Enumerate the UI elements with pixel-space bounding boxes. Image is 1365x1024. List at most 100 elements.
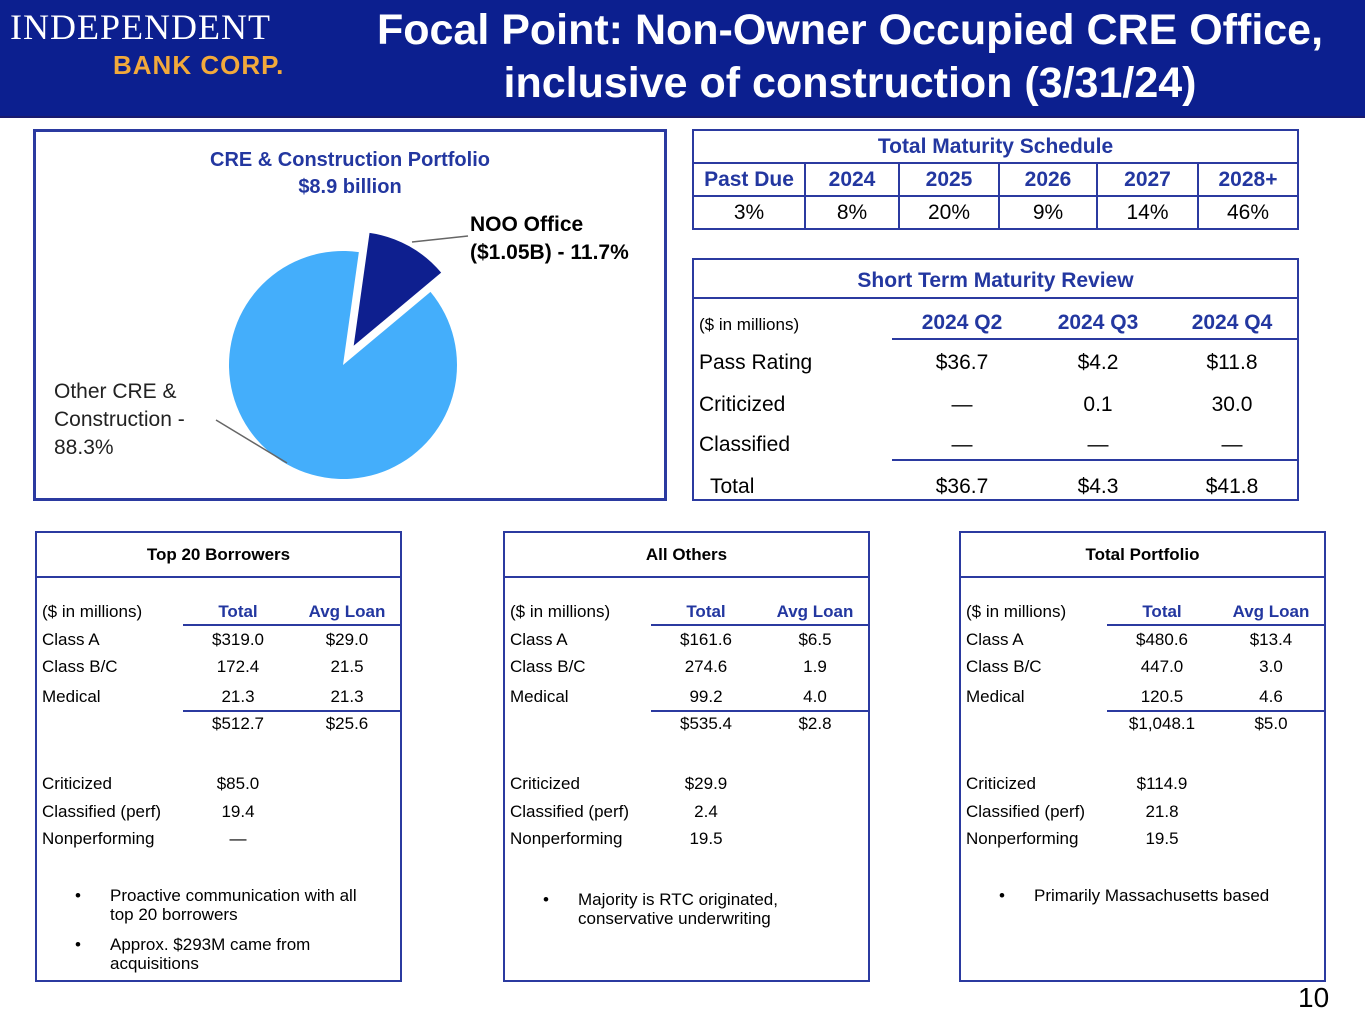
all-others-panel: All Others ($ in millions) Total Avg Loan Cl… xyxy=(503,531,870,982)
short-term-cell: $36.7 xyxy=(935,475,989,498)
panel-row-avg: $29.0 xyxy=(325,630,369,649)
panel-subtotal-total: $1,048.1 xyxy=(1128,714,1196,733)
maturity-title: Total Maturity Schedule xyxy=(692,129,1299,164)
short-term-review-panel: Short Term Maturity Review ($ in million… xyxy=(692,258,1299,501)
panel-row-avg: 21.3 xyxy=(330,687,364,706)
panel-col-header-total: Total xyxy=(1142,602,1182,621)
maturity-header: 2025 xyxy=(898,162,1000,197)
panel-quality-label: Nonperforming xyxy=(510,829,623,848)
header-bar: INDEPENDENT BANK CORP. Focal Point: Non-… xyxy=(0,0,1365,118)
panel-row-label: Class B/C xyxy=(966,657,1042,676)
panel-col-header-avg: Avg Loan xyxy=(1232,602,1310,621)
bullet-line: Majority is RTC originated, xyxy=(578,890,778,909)
panel-quality-label: Nonperforming xyxy=(42,829,155,848)
panel-subtotal-rule xyxy=(183,710,402,712)
bullet-line: conservative underwriting xyxy=(578,909,771,928)
panel-quality-value: — xyxy=(229,829,247,848)
page-title-line-2: inclusive of construction (3/31/24) xyxy=(503,59,1197,107)
maturity-header: 2026 xyxy=(998,162,1098,197)
short-term-col-header: 2024 Q3 xyxy=(1057,311,1139,334)
other-label-line-1: Other CRE & xyxy=(54,380,177,403)
panel-row-avg: 1.9 xyxy=(803,657,827,676)
maturity-value: 9% xyxy=(998,195,1098,230)
panel-quality-value: 19.4 xyxy=(221,802,255,821)
short-term-row-label: Classified xyxy=(699,433,791,456)
panel-row-label: Class A xyxy=(966,630,1024,649)
maturity-schedule-table: Total Maturity Schedule Past Due 2024 20… xyxy=(692,129,1299,230)
header-divider xyxy=(0,116,1365,118)
short-term-cell: $4.2 xyxy=(1077,351,1119,374)
logo-line-1: INDEPENDENT xyxy=(10,7,271,47)
bullet-item: • Approx. $293M came from acquisitions xyxy=(75,935,395,975)
panel-row-label: Class B/C xyxy=(42,657,118,676)
panel-quality-value: 2.4 xyxy=(694,802,718,821)
panel-col-header-total: Total xyxy=(218,602,258,621)
panel-quality-label: Nonperforming xyxy=(966,829,1079,848)
panel-row-label: Medical xyxy=(42,687,101,706)
panel-subtotal-total: $535.4 xyxy=(680,714,732,733)
short-term-cell: 0.1 xyxy=(1083,393,1113,416)
panel-quality-value: $85.0 xyxy=(216,774,260,793)
maturity-value: 46% xyxy=(1197,195,1299,230)
panel-row-avg: $13.4 xyxy=(1249,630,1293,649)
pie-chart xyxy=(215,232,469,479)
maturity-value: 14% xyxy=(1096,195,1199,230)
panel-quality-label: Classified (perf) xyxy=(510,802,630,821)
panel-col-header-avg: Avg Loan xyxy=(776,602,854,621)
short-term-col-header: 2024 Q2 xyxy=(921,311,1003,334)
panel-row-label: Class A xyxy=(42,630,100,649)
portfolio-pie-panel: CRE & Construction Portfolio $8.9 billio… xyxy=(33,129,667,501)
noo-label-line-2: ($1.05B) - 11.7% xyxy=(470,241,629,264)
bullet-text: Proactive communication with all top 20 b… xyxy=(110,886,400,924)
maturity-header: 2028+ xyxy=(1197,162,1299,197)
panel-title: Top 20 Borrowers xyxy=(37,533,400,578)
noo-leader-line xyxy=(411,235,469,243)
maturity-value: 20% xyxy=(898,195,1000,230)
bullet-text: Approx. $293M came from acquisitions xyxy=(110,935,400,973)
bullet-dot-icon: • xyxy=(75,886,81,905)
short-term-row-label: Total xyxy=(710,475,755,498)
bullet-dot-icon: • xyxy=(75,935,81,954)
panel-quality-value: 21.8 xyxy=(1145,802,1179,821)
bullet-dot-icon: • xyxy=(543,890,549,909)
short-term-title: Short Term Maturity Review xyxy=(694,260,1297,299)
panel-header-rule xyxy=(183,624,402,626)
panel-subtotal-rule xyxy=(651,710,870,712)
panel-row-total: 274.6 xyxy=(684,657,728,676)
panel-row-total: $480.6 xyxy=(1136,630,1188,649)
pie-slice-noo-office xyxy=(353,232,442,346)
panel-unit: ($ in millions) xyxy=(42,602,143,621)
panel-quality-label: Classified (perf) xyxy=(966,802,1086,821)
bullet-line: Proactive communication with all xyxy=(110,886,357,905)
short-term-row-label: Criticized xyxy=(699,393,786,416)
panel-col-header-total: Total xyxy=(686,602,726,621)
other-label-line-2: Construction - xyxy=(54,408,185,431)
bullet-text: Majority is RTC originated, conservative … xyxy=(578,890,868,928)
short-term-cell: $11.8 xyxy=(1206,351,1258,374)
panel-subtotal-avg: $2.8 xyxy=(798,714,832,733)
short-term-cell: — xyxy=(951,393,973,416)
panel-quality-label: Criticized xyxy=(42,774,112,793)
panel-unit: ($ in millions) xyxy=(510,602,611,621)
short-term-cell: $36.7 xyxy=(935,351,989,374)
panel-quality-value: 19.5 xyxy=(689,829,723,848)
panel-row-total: 172.4 xyxy=(216,657,260,676)
page-title-line-1: Focal Point: Non-Owner Occupied CRE Offi… xyxy=(376,6,1324,54)
short-term-row-label: Pass Rating xyxy=(699,351,813,374)
bullet-dot-icon: • xyxy=(999,886,1005,905)
bullet-line: Primarily Massachusetts based xyxy=(1034,886,1270,905)
short-term-unit: ($ in millions) xyxy=(699,315,800,334)
pie-title: CRE & Construction Portfolio $8.9 billio… xyxy=(33,147,667,201)
pie-slice-other-cre xyxy=(229,251,458,479)
page-title: Focal Point: Non-Owner Occupied CRE Offi… xyxy=(340,4,1360,110)
short-term-total-rule xyxy=(892,459,1299,461)
panel-header-rule xyxy=(651,624,870,626)
panel-row-label: Medical xyxy=(966,687,1025,706)
bullet-line: acquisitions xyxy=(110,954,199,973)
pie-title-line: CRE & Construction Portfolio xyxy=(210,149,490,171)
panel-row-total: $161.6 xyxy=(680,630,732,649)
other-leader-line xyxy=(215,419,288,464)
page-number: 10 xyxy=(1298,982,1330,1013)
panel-subtotal-rule xyxy=(1107,710,1326,712)
panel-subtotal-avg: $25.6 xyxy=(325,714,369,733)
